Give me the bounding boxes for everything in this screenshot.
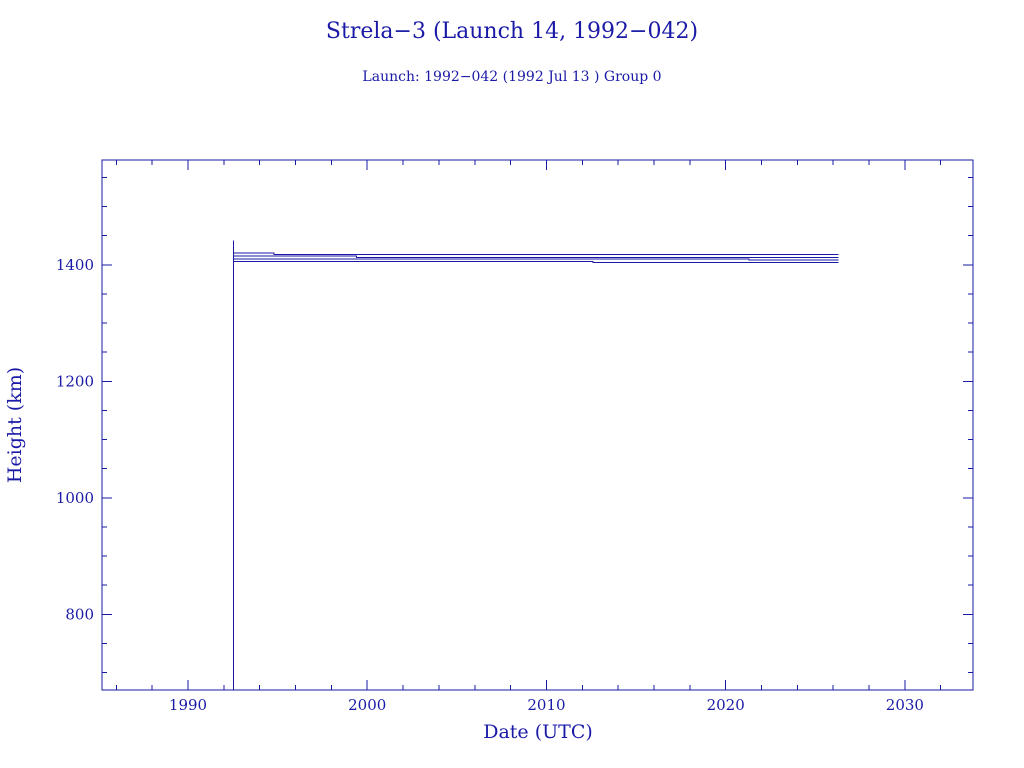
series-line-3: [233, 258, 839, 261]
axis-ticks: [102, 160, 973, 690]
x-tick-label: 2000: [348, 696, 386, 714]
axis-tick-labels: 1990 2000 2010 2020 2030 800 1000 1200 1400: [56, 256, 924, 714]
x-tick-label: 2010: [527, 696, 565, 714]
x-tick-label: 2030: [886, 696, 924, 714]
plot-frame: [101, 159, 974, 691]
series-line-1: [233, 252, 839, 255]
chart-subtitle: Launch: 1992−042 (1992 Jul 13 ) Group 0: [362, 69, 661, 85]
x-axis-label: Date (UTC): [483, 721, 593, 743]
y-tick-label: 1400: [56, 256, 94, 274]
series-line-4: [233, 260, 839, 263]
y-tick-label: 1000: [56, 489, 94, 507]
y-tick-label: 800: [65, 605, 94, 623]
y-axis-label: Height (km): [4, 367, 26, 483]
chart-title: Strela−3 (Launch 14, 1992−042): [326, 19, 698, 44]
data-series: [232, 240, 839, 690]
series-line-2: [233, 255, 839, 258]
x-tick-label: 1990: [169, 696, 207, 714]
x-tick-label: 2020: [707, 696, 745, 714]
y-tick-label: 1200: [56, 372, 94, 390]
